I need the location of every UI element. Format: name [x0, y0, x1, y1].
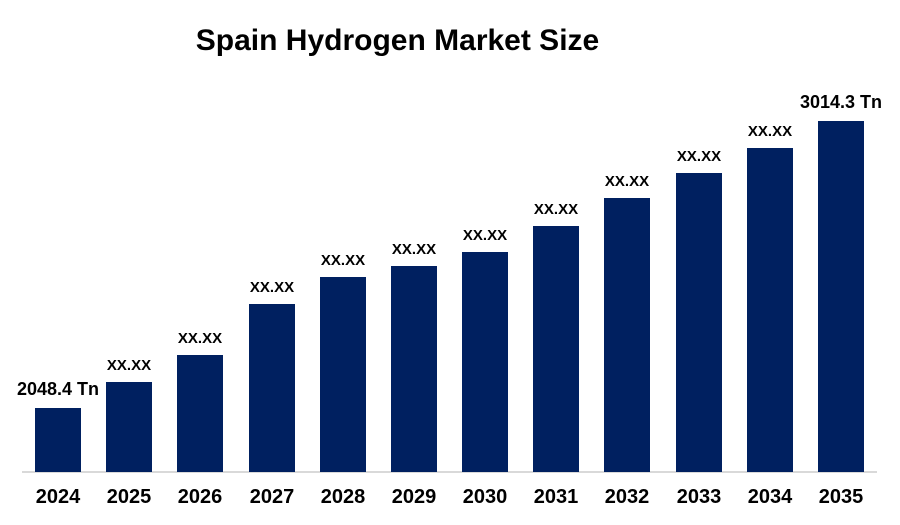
value-label-2029: XX.XX — [391, 241, 437, 258]
x-axis-line — [22, 471, 877, 473]
bar-2035 — [818, 121, 864, 472]
value-label-2028: XX.XX — [320, 252, 366, 269]
bar-2026 — [177, 355, 223, 472]
x-axis-label-2031: 2031 — [533, 486, 579, 508]
value-label-2026: XX.XX — [177, 330, 223, 347]
x-axis-label-2026: 2026 — [177, 486, 223, 508]
bar-2024 — [35, 408, 81, 472]
bar-2027 — [249, 304, 295, 472]
bar-2033 — [676, 173, 722, 472]
x-axis-label-2025: 2025 — [106, 486, 152, 508]
value-label-2033: XX.XX — [676, 148, 722, 165]
bar-2025 — [106, 382, 152, 472]
value-label-2030: XX.XX — [462, 227, 508, 244]
bar-2029 — [391, 266, 437, 472]
value-label-2034: XX.XX — [747, 123, 793, 140]
x-axis-label-2035: 2035 — [818, 486, 864, 508]
x-axis-label-2033: 2033 — [676, 486, 722, 508]
value-label-2032: XX.XX — [604, 173, 650, 190]
value-label-2031: XX.XX — [533, 201, 579, 218]
x-axis-label-2030: 2030 — [462, 486, 508, 508]
x-axis-label-2029: 2029 — [391, 486, 437, 508]
x-axis-label-2032: 2032 — [604, 486, 650, 508]
value-label-2027: XX.XX — [249, 279, 295, 296]
x-axis-label-2034: 2034 — [747, 486, 793, 508]
chart-title: Spain Hydrogen Market Size — [195, 24, 600, 57]
bar-2028 — [320, 277, 366, 472]
bar-2031 — [533, 226, 579, 472]
bar-2030 — [462, 252, 508, 472]
x-axis-label-2027: 2027 — [249, 486, 295, 508]
x-axis-label-2028: 2028 — [320, 486, 366, 508]
x-axis-label-2024: 2024 — [35, 486, 81, 508]
value-label-2024: 2048.4 Tn — [16, 379, 100, 399]
bar-2034 — [747, 148, 793, 472]
value-label-2025: XX.XX — [106, 357, 152, 374]
bar-2032 — [604, 198, 650, 472]
value-label-2035: 3014.3 Tn — [799, 92, 883, 112]
